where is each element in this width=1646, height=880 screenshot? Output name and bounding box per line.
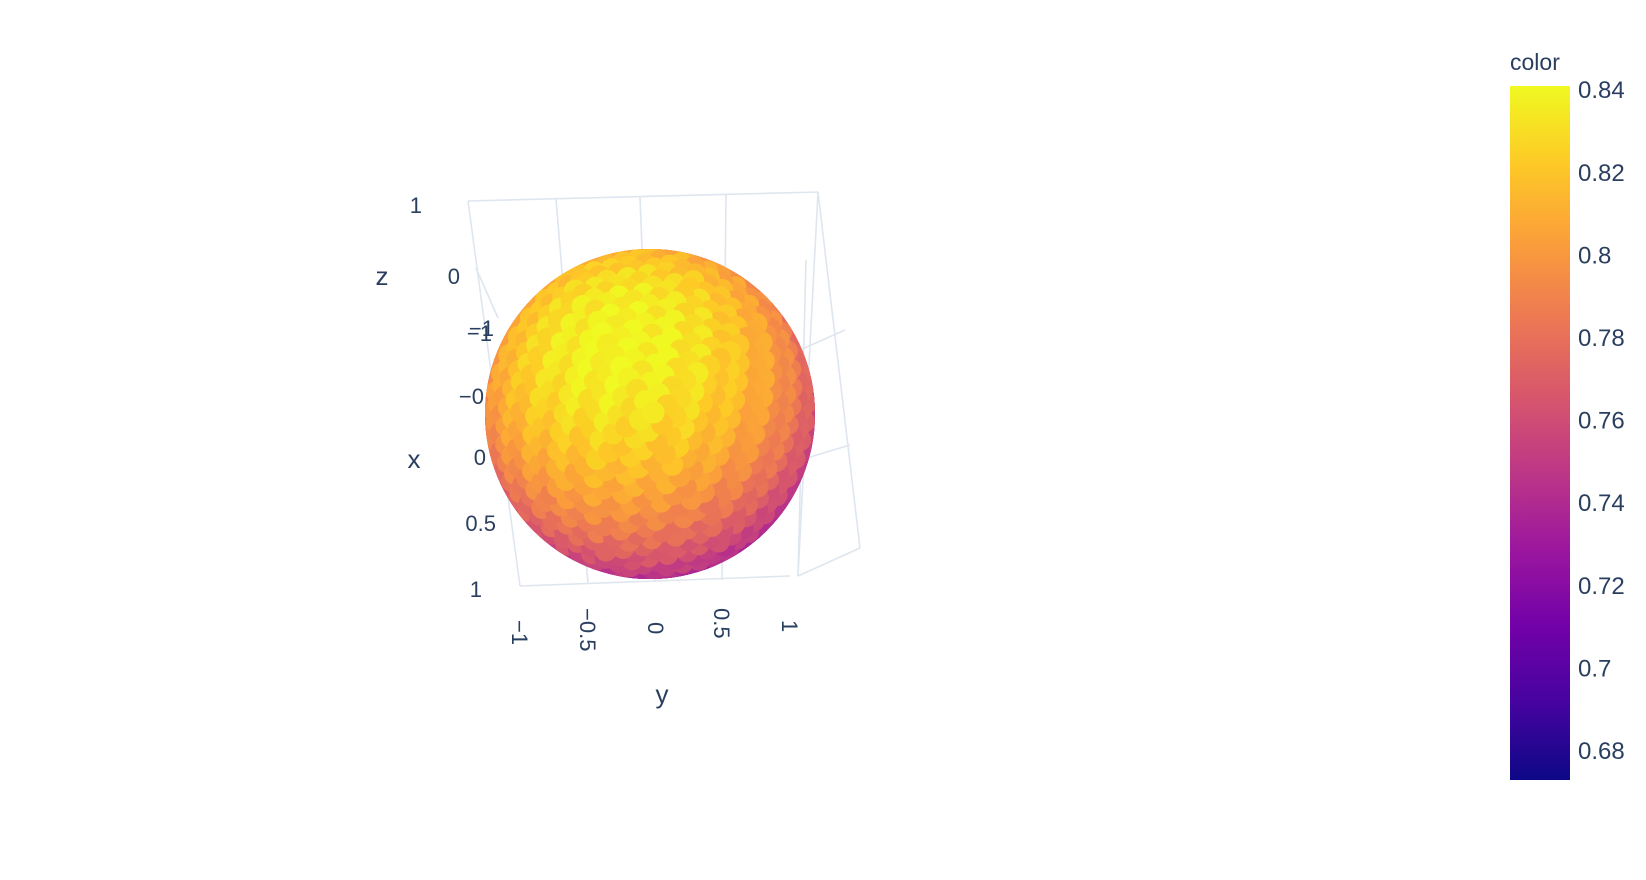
colorbar-tick-label: 0.82 — [1578, 160, 1625, 187]
y-tick-label: −0.5 — [575, 608, 600, 651]
scatter-points[interactable] — [474, 238, 826, 590]
colorbar-tick-label: 0.7 — [1578, 655, 1611, 682]
y-tick-label: 1 — [777, 620, 802, 632]
grid-side-a — [817, 191, 861, 549]
colorbar-gradient — [1510, 86, 1570, 780]
x-axis-ticks: −0 0 0.5 1 — [459, 384, 496, 602]
x-tick-label: 1 — [470, 577, 482, 602]
data-point[interactable] — [642, 401, 665, 424]
x-axis-title: x — [408, 444, 421, 474]
grid-side-d — [799, 329, 846, 351]
y-axis-ticks: −1 −0.5 0 0.5 1 — [507, 608, 802, 651]
overlap-tick-label: −1 — [467, 321, 492, 346]
colorbar-tick-label: 0.72 — [1578, 573, 1625, 600]
colorbar: color 0.84 0.82 0.8 0.78 0.76 0.74 0.72 0.7 0.68 — [1510, 49, 1625, 780]
grid-side-b — [797, 547, 861, 577]
grid-front-left — [475, 267, 499, 319]
z-axis-title: z — [376, 261, 389, 291]
colorbar-title: color — [1510, 49, 1560, 75]
colorbar-tick-label: 0.76 — [1578, 408, 1625, 435]
x-tick-label: 0.5 — [465, 511, 496, 536]
colorbar-tick-label: 0.84 — [1578, 77, 1625, 104]
y-tick-label: 0.5 — [709, 608, 734, 639]
x-tick-label: −0 — [459, 384, 484, 409]
x-tick-label: 0 — [474, 445, 486, 470]
z-tick-label: 0 — [448, 264, 460, 289]
y-axis-title: y — [656, 679, 669, 709]
z-tick-label: −1 — [469, 316, 494, 341]
grid-back-top — [467, 191, 819, 202]
z-axis-ticks: 1 0 −1 −1 — [410, 193, 494, 346]
z-tick-label: 1 — [410, 193, 422, 218]
colorbar-ticks: 0.84 0.82 0.8 0.78 0.76 0.74 0.72 0.7 0.68 — [1578, 77, 1625, 765]
colorbar-tick-label: 0.8 — [1578, 242, 1611, 269]
y-tick-label: −1 — [507, 620, 532, 645]
colorbar-tick-label: 0.68 — [1578, 738, 1625, 765]
y-tick-label: 0 — [643, 622, 668, 634]
colorbar-tick-label: 0.74 — [1578, 490, 1625, 517]
colorbar-tick-label: 0.78 — [1578, 325, 1625, 352]
